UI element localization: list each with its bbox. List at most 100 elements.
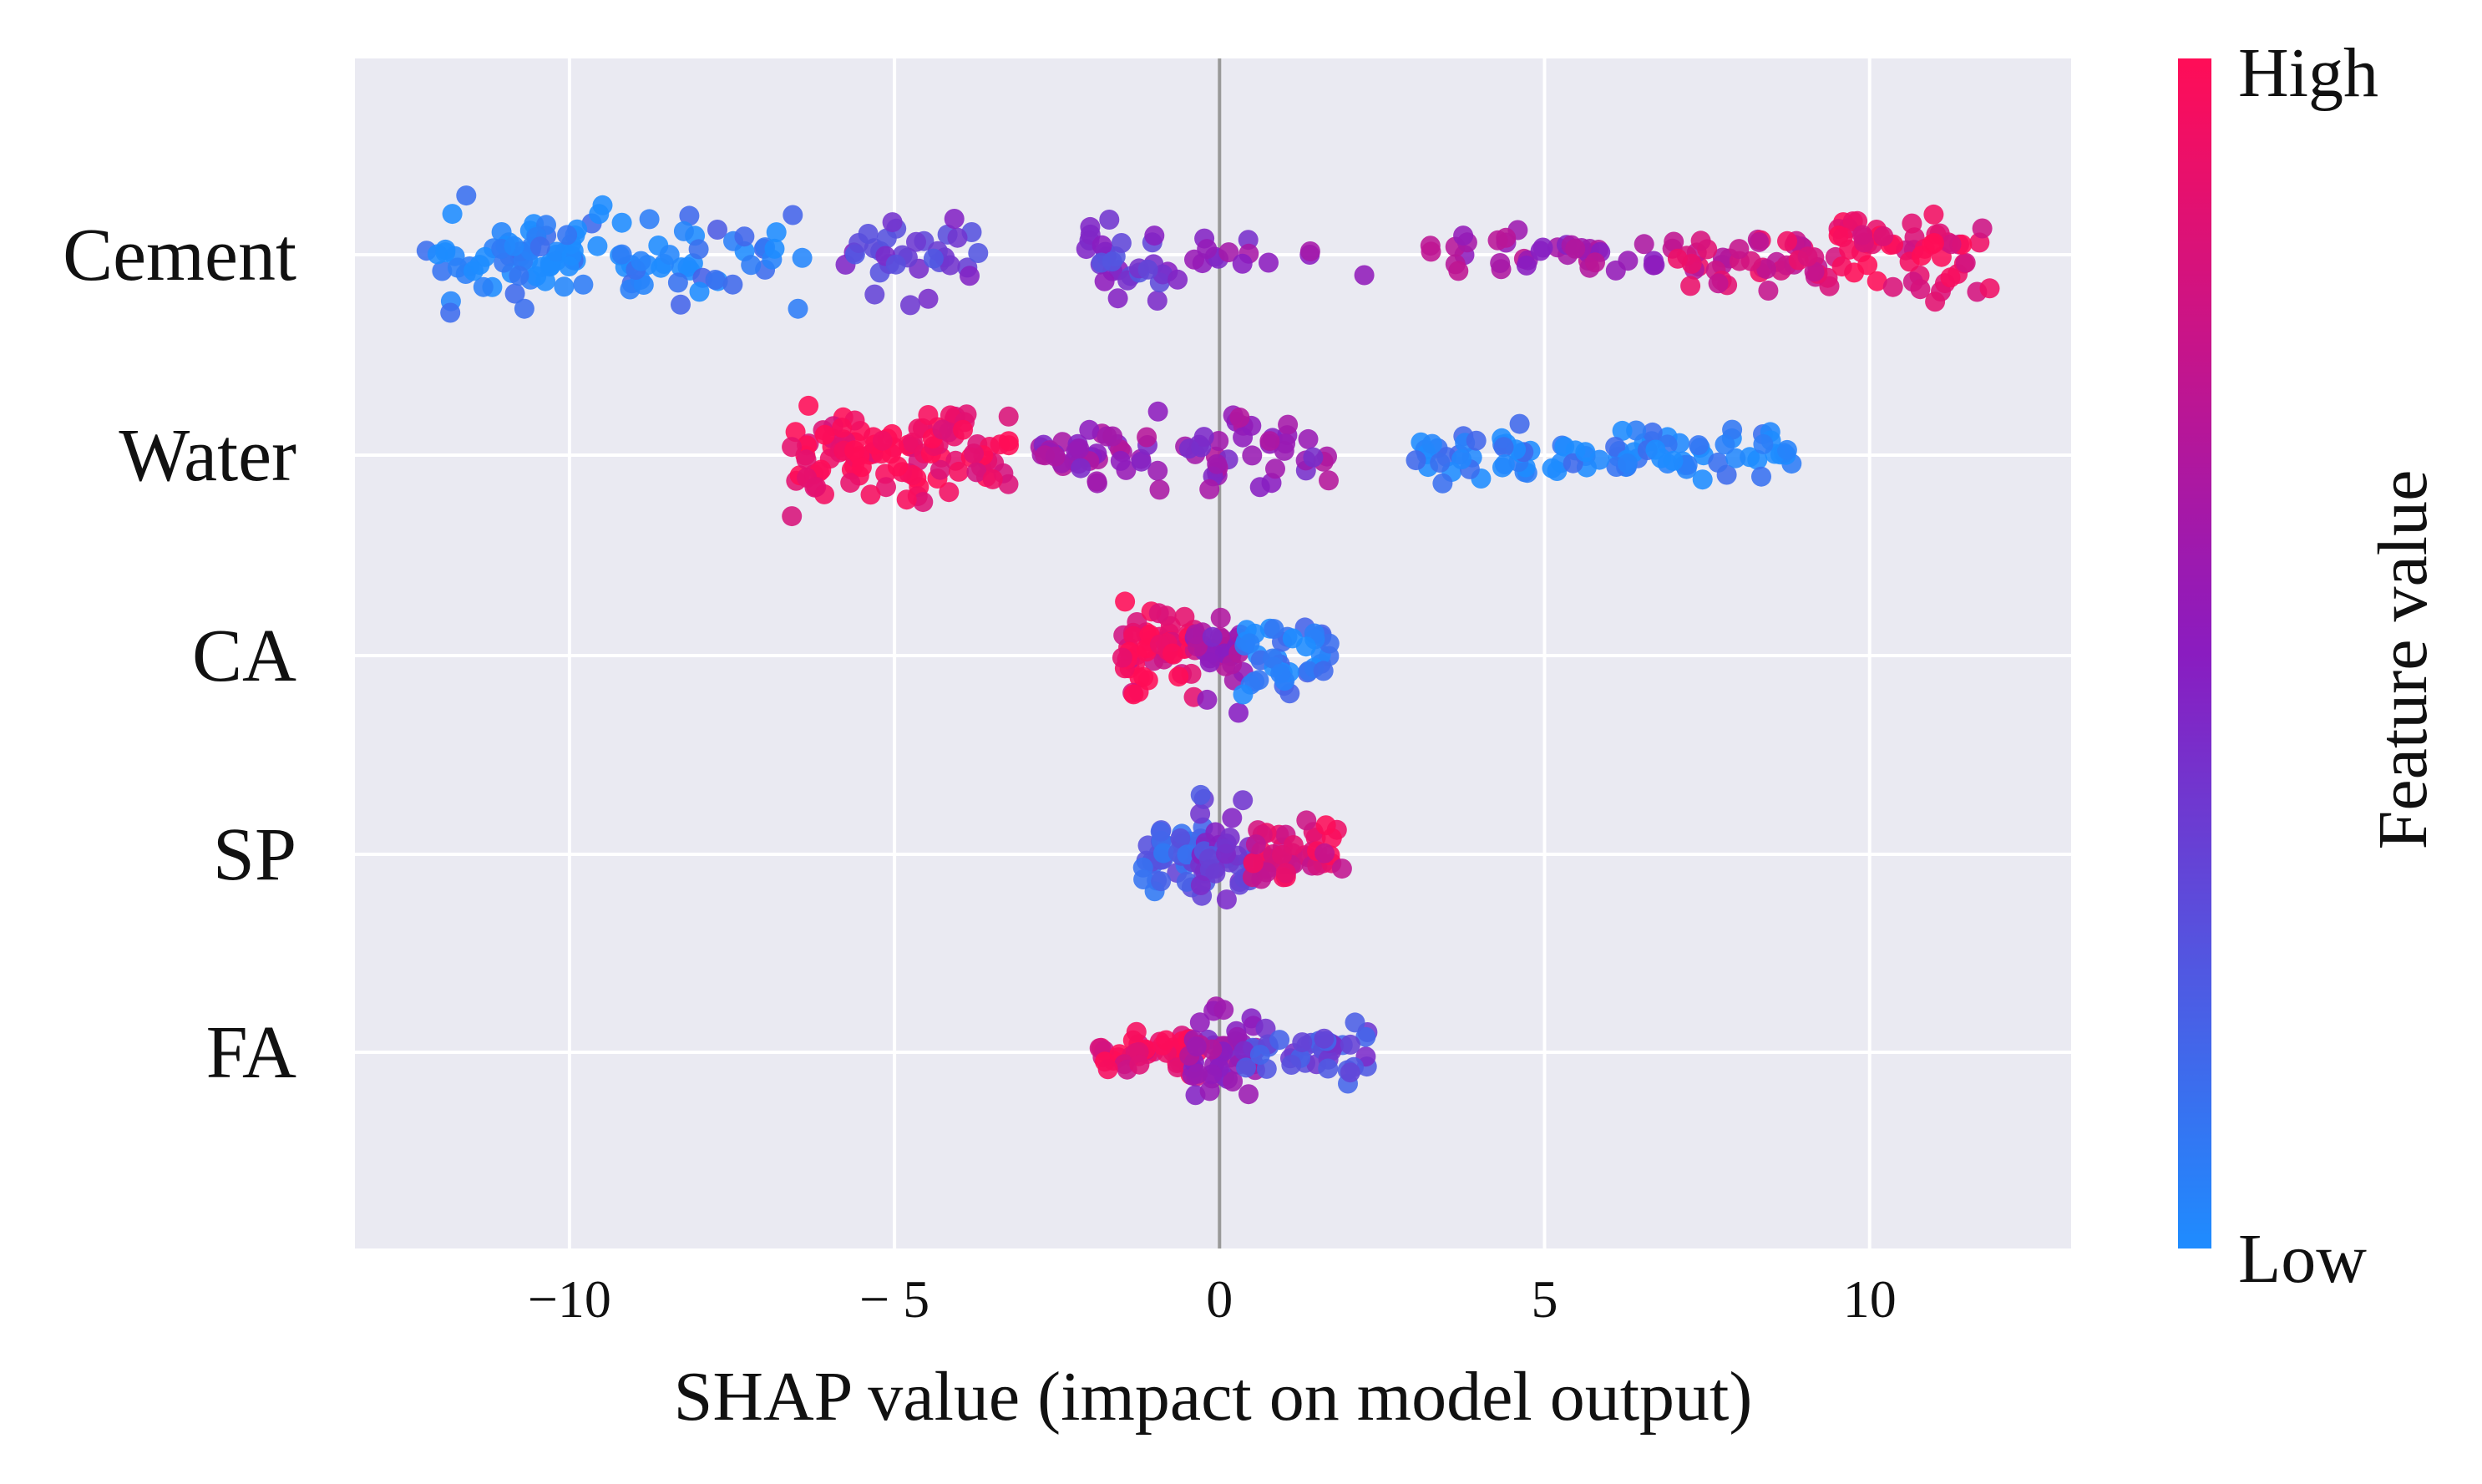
shap-point xyxy=(785,422,806,443)
shap-point xyxy=(947,227,968,248)
shap-point xyxy=(440,302,461,323)
shap-point xyxy=(435,242,456,263)
shap-point xyxy=(1097,1059,1118,1080)
shap-point xyxy=(1094,271,1115,291)
shap-point xyxy=(939,482,960,503)
shap-point xyxy=(1144,225,1165,246)
shap-point xyxy=(1233,427,1254,448)
shap-point xyxy=(1233,790,1254,811)
shap-point xyxy=(1298,428,1319,449)
shap-point xyxy=(1079,419,1100,440)
shap-point xyxy=(631,251,651,271)
shap-point xyxy=(679,205,700,226)
shap-point xyxy=(1147,460,1168,481)
shap-point xyxy=(887,456,908,477)
shap-point xyxy=(1911,246,1932,266)
shap-point xyxy=(1199,479,1220,499)
shap-point xyxy=(1193,427,1214,448)
shap-point xyxy=(1259,252,1279,273)
shap-point xyxy=(659,245,680,266)
shap-point xyxy=(1642,422,1663,443)
feature-label-cement: Cement xyxy=(63,214,296,296)
shap-point xyxy=(514,298,534,319)
shap-point xyxy=(1303,447,1324,468)
shap-point xyxy=(1979,278,2000,299)
shap-point xyxy=(764,238,785,259)
shap-point xyxy=(1132,857,1153,878)
shap-point xyxy=(1275,433,1296,453)
feature-label-fa: FA xyxy=(206,1011,296,1094)
shap-point xyxy=(1729,239,1750,260)
shap-point xyxy=(1355,1026,1376,1047)
shap-point xyxy=(1170,828,1191,848)
shap-point xyxy=(734,226,755,247)
shap-point xyxy=(1490,253,1511,273)
shap-point xyxy=(814,424,835,445)
shap-point xyxy=(1406,450,1426,471)
shap-point xyxy=(1150,821,1171,842)
shap-point xyxy=(1186,1036,1207,1056)
shap-point xyxy=(1315,815,1336,836)
shap-point xyxy=(1318,1058,1339,1079)
shap-point xyxy=(1197,239,1218,260)
feature-row-sp xyxy=(1132,784,1352,910)
shap-point xyxy=(1493,437,1514,458)
shap-point xyxy=(1264,619,1284,640)
shap-point xyxy=(1205,863,1226,884)
shap-point xyxy=(998,406,1019,427)
shap-point xyxy=(1233,684,1254,705)
shap-point xyxy=(944,209,965,229)
shap-point xyxy=(1331,858,1352,879)
shap-point xyxy=(557,225,578,246)
shap-point xyxy=(1245,834,1266,855)
shap-point xyxy=(1340,1034,1360,1055)
shap-point xyxy=(1421,241,1441,262)
shap-point xyxy=(1131,451,1152,472)
shap-point xyxy=(1777,230,1797,251)
shap-point xyxy=(741,255,762,276)
shap-point xyxy=(1069,438,1090,459)
shap-point xyxy=(1453,225,1474,246)
shap-point xyxy=(796,449,817,470)
shap-point xyxy=(1255,1018,1276,1039)
shap-point xyxy=(896,489,917,510)
shap-point xyxy=(1133,666,1154,687)
shap-point xyxy=(1554,436,1575,457)
shap-point xyxy=(1265,458,1285,479)
shap-point xyxy=(1123,684,1144,705)
shap-point xyxy=(1148,603,1169,624)
colorbar-high-label: High xyxy=(2238,34,2378,112)
shap-point xyxy=(1725,448,1746,468)
shap-point xyxy=(1509,413,1530,434)
shap-point xyxy=(1430,453,1451,474)
feature-row-water xyxy=(782,395,1802,527)
shap-point xyxy=(1276,863,1296,884)
shap-point xyxy=(1747,449,1768,470)
shap-point xyxy=(797,435,818,456)
shap-point xyxy=(1487,230,1508,251)
shap-point xyxy=(1494,454,1515,474)
feature-row-cement xyxy=(416,185,2000,323)
shap-point xyxy=(1690,230,1711,251)
shap-point xyxy=(1202,1039,1223,1060)
shap-point xyxy=(792,247,813,268)
shap-point xyxy=(1216,833,1237,854)
shap-point xyxy=(1147,291,1168,311)
shap-point xyxy=(1319,470,1339,491)
shap-point xyxy=(705,270,726,290)
shap-point xyxy=(1722,419,1743,440)
shap-point xyxy=(1756,259,1777,280)
feature-label-water: Water xyxy=(119,414,296,497)
x-tick-label: 0 xyxy=(1206,1269,1233,1329)
shap-point xyxy=(1112,647,1132,668)
shap-point xyxy=(1162,643,1183,664)
shap-point xyxy=(1107,288,1128,309)
shap-point xyxy=(1228,702,1249,723)
shap-point xyxy=(1232,253,1253,274)
shap-point xyxy=(1617,453,1638,474)
x-tick-label: 5 xyxy=(1531,1269,1558,1329)
shap-point xyxy=(1451,449,1472,469)
shap-point xyxy=(900,295,920,316)
shap-point xyxy=(1238,1084,1259,1105)
feature-labels: Cement Water CA SP FA xyxy=(63,214,296,1094)
